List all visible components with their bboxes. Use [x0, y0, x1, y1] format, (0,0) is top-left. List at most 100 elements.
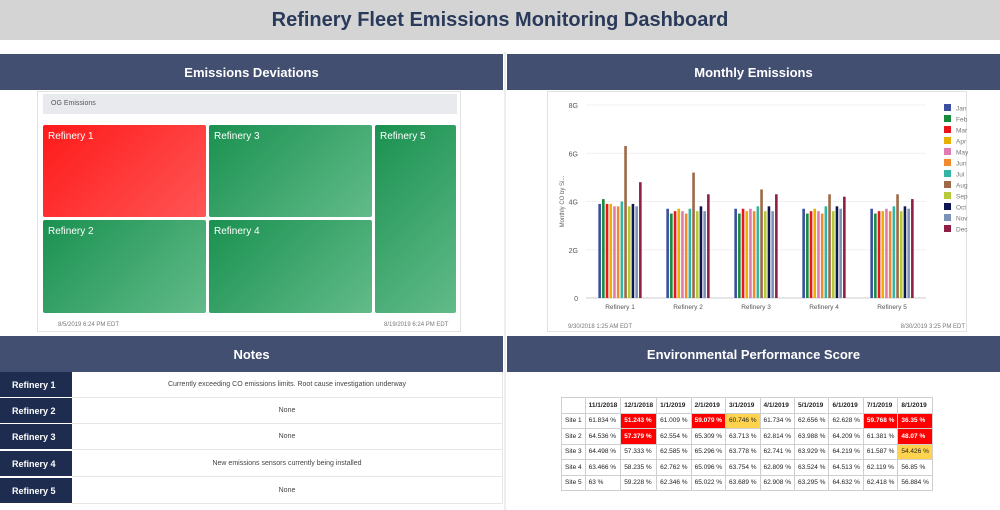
score-cell: 57.333 %: [620, 443, 658, 460]
dashboard-header: Refinery Fleet Emissions Monitoring Dash…: [0, 0, 1000, 40]
monthly-emissions-title: Monthly Emissions: [694, 64, 813, 80]
bar: [802, 208, 805, 298]
legend-label: Oct: [956, 205, 966, 212]
score-cell: 62.346 %: [656, 474, 692, 491]
y-tick-label: 4G: [569, 200, 578, 207]
notes-text: Currently exceeding CO emissions limits.…: [72, 372, 503, 398]
score-column-header: 4/1/2019: [759, 397, 795, 414]
tile-label: Refinery 5: [380, 131, 426, 142]
score-cell: 63.754 %: [725, 459, 761, 476]
bar: [877, 211, 881, 298]
chart-start-date: 9/30/2018 1:25 AM EDT: [568, 324, 632, 330]
score-cell: 63.689 %: [725, 474, 761, 491]
legend-label: Mar: [956, 128, 968, 135]
bar: [870, 208, 873, 298]
score-row: Site 5 63 % 59.228 % 62.346 % 65.022 % 63.689…: [561, 474, 933, 491]
treemap-tile-refinery-4[interactable]: Refinery 4: [209, 220, 372, 313]
score-row: Site 2 64.536 % 57.379 % 62.554 % 65.309 % 63…: [561, 428, 933, 445]
bar: [613, 206, 616, 298]
score-site-label: Site 4: [561, 459, 586, 476]
y-tick-label: 6G: [569, 151, 578, 158]
bar: [775, 194, 778, 298]
treemap-end-date: 8/19/2019 6:24 PM EDT: [384, 322, 449, 328]
bar: [605, 203, 609, 298]
score-cell: 64.513 %: [828, 459, 864, 476]
notes-text: New emissions sensors currently being in…: [72, 451, 503, 477]
bar: [835, 206, 839, 298]
treemap-tile-refinery-1[interactable]: Refinery 1: [43, 125, 206, 217]
legend-label: Jul: [956, 172, 965, 179]
y-tick-label: 0: [574, 296, 578, 303]
legend-swatch: [944, 126, 951, 133]
score-cell: 65.022 %: [690, 474, 727, 491]
bar: [684, 213, 688, 298]
legend-label: Dec: [956, 227, 968, 234]
y-tick-label: 2G: [569, 248, 578, 255]
score-cell: 48.07 %: [897, 428, 933, 445]
treemap-tile-refinery-5[interactable]: Refinery 5: [375, 125, 456, 313]
notes-refinery-label: Refinery 4: [0, 451, 72, 477]
score-cell: 63.988 %: [793, 428, 830, 445]
score-cell: 62.814 %: [759, 428, 795, 445]
score-site-label: Site 1: [561, 412, 586, 429]
score-cell: 57.379 %: [620, 428, 658, 445]
performance-score-table: 11/1/2018 12/1/2018 1/1/2019 2/1/2019 3/1/20…: [561, 397, 933, 491]
x-tick-label: Refinery 2: [673, 304, 703, 311]
score-column-header: 11/1/2018: [584, 397, 622, 414]
legend-swatch: [944, 115, 951, 122]
bar: [670, 213, 673, 298]
score-cell: 59.228 %: [620, 474, 658, 491]
score-cell: 61.734 %: [759, 412, 795, 429]
score-cell: 62.119 %: [862, 459, 899, 476]
score-site-label: Site 3: [561, 443, 586, 460]
x-tick-label: Refinery 3: [741, 304, 771, 311]
tile-label: Refinery 1: [48, 131, 94, 142]
score-cell: 63.295 %: [793, 474, 830, 491]
bar: [767, 206, 771, 298]
score-cell: 56.884 %: [897, 474, 933, 491]
notes-row: Refinery 5 None: [0, 478, 503, 504]
score-cell: 63.466 %: [584, 459, 622, 476]
bar: [673, 211, 677, 298]
legend-swatch: [944, 203, 951, 210]
bar: [881, 211, 885, 298]
score-column-header: 8/1/2019: [897, 397, 933, 414]
bar: [681, 211, 684, 298]
legend-swatch: [944, 137, 951, 144]
bar: [749, 208, 752, 298]
score-cell: 61.834 %: [584, 412, 622, 429]
bar: [843, 196, 846, 298]
score-column-header: 3/1/2019: [725, 397, 761, 414]
bar: [635, 206, 638, 298]
bar: [885, 208, 888, 298]
score-cell: 62.741 %: [759, 443, 795, 460]
score-cell: 36.35 %: [897, 412, 933, 429]
emissions-treemap: OG Emissions Refinery 1 Refinery 3 Refin…: [37, 91, 461, 332]
score-column-header: 5/1/2019: [793, 397, 830, 414]
monthly-emissions-header: Monthly Emissions: [507, 54, 1000, 90]
bar: [763, 211, 767, 298]
notes-row: Refinery 1 Currently exceeding CO emissi…: [0, 372, 503, 398]
legend-label: Feb: [956, 117, 968, 124]
score-cell: 59.768 %: [862, 412, 899, 429]
bar: [820, 213, 824, 298]
bar: [631, 203, 635, 298]
treemap-tile-refinery-2[interactable]: Refinery 2: [43, 220, 206, 313]
score-cell: 62.656 %: [793, 412, 830, 429]
bar: [707, 194, 710, 298]
bar: [831, 211, 835, 298]
score-cell: 61.009 %: [656, 412, 692, 429]
notes-refinery-label: Refinery 5: [0, 478, 72, 504]
score-column-header: 1/1/2019: [656, 397, 692, 414]
legend-swatch: [944, 225, 951, 232]
score-column-header: 6/1/2019: [828, 397, 864, 414]
legend-label: Jan: [956, 106, 967, 113]
score-cell: 64.209 %: [828, 428, 864, 445]
bar: [666, 208, 669, 298]
bar: [616, 206, 620, 298]
treemap-tile-refinery-3[interactable]: Refinery 3: [209, 125, 372, 217]
bar: [677, 208, 681, 298]
treemap-measure-label: OG Emissions: [43, 94, 457, 114]
notes-refinery-label: Refinery 1: [0, 372, 72, 398]
bar: [839, 208, 842, 298]
